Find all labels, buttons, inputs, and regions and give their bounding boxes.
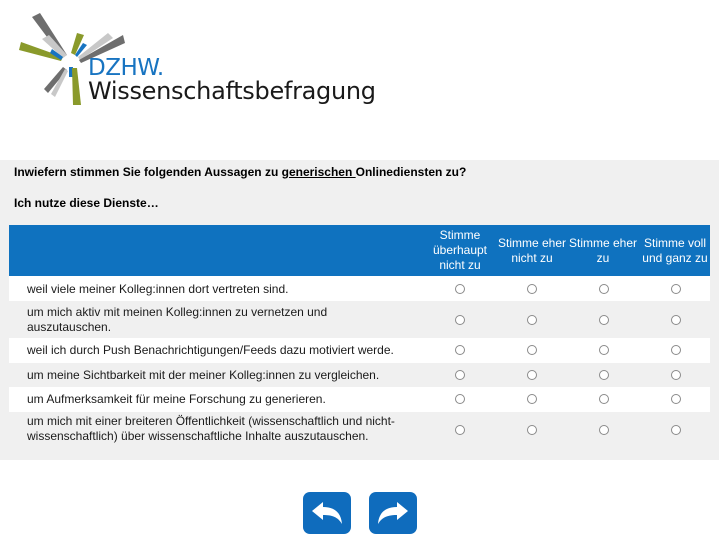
next-button[interactable] <box>369 492 417 534</box>
radio-row2-col1[interactable] <box>455 315 465 325</box>
back-button[interactable] <box>303 492 351 534</box>
radio-row4-col3[interactable] <box>599 370 609 380</box>
radio-row6-col1[interactable] <box>455 425 465 435</box>
matrix-header: Stimme überhaupt nicht zu Stimme eher ni… <box>9 225 710 276</box>
matrix-row: um mich aktiv mit meinen Kolleg:innen zu… <box>9 301 710 338</box>
radio-row5-col1[interactable] <box>455 394 465 404</box>
forward-arrow-icon <box>378 502 408 524</box>
radio-row2-col4[interactable] <box>671 315 681 325</box>
row-statement: um meine Sichtbarkeit mit der meiner Kol… <box>27 368 380 382</box>
radio-row3-col1[interactable] <box>455 345 465 355</box>
radio-row1-col3[interactable] <box>599 284 609 294</box>
logo-brand-text: DZHW. <box>88 55 164 81</box>
column-header-strongly-agree: Stimme voll und ganz zu <box>642 235 708 265</box>
matrix-row: um meine Sichtbarkeit mit der meiner Kol… <box>9 363 710 387</box>
row-statement: weil ich durch Push Benachrichtigungen/F… <box>27 343 394 357</box>
radio-row4-col2[interactable] <box>527 370 537 380</box>
radio-row1-col4[interactable] <box>671 284 681 294</box>
logo-subtitle: Wissenschaftsbefragung <box>88 77 376 105</box>
radio-row5-col4[interactable] <box>671 394 681 404</box>
radio-row5-col2[interactable] <box>527 394 537 404</box>
radio-row4-col4[interactable] <box>671 370 681 380</box>
radio-row3-col2[interactable] <box>527 345 537 355</box>
radio-row6-col2[interactable] <box>527 425 537 435</box>
radio-row6-col3[interactable] <box>599 425 609 435</box>
radio-row5-col3[interactable] <box>599 394 609 404</box>
matrix-row: um mich mit einer breiteren Öffentlichke… <box>9 412 710 452</box>
matrix-row: um Aufmerksamkeit für meine Forschung zu… <box>9 387 710 412</box>
radio-row3-col3[interactable] <box>599 345 609 355</box>
radio-row3-col4[interactable] <box>671 345 681 355</box>
logo-starburst-icon <box>19 13 125 105</box>
row-statement: um mich aktiv mit meinen Kolleg:innen zu… <box>27 305 328 334</box>
dzhw-logo: DZHW. Wissenschaftsbefragung <box>15 5 376 115</box>
column-header-strongly-disagree: Stimme überhaupt nicht zu <box>432 228 488 272</box>
column-header-disagree: Stimme eher nicht zu <box>497 235 567 265</box>
row-statement: um Aufmerksamkeit für meine Forschung zu… <box>27 392 326 406</box>
row-statement: weil viele meiner Kolleg:innen dort vert… <box>27 282 289 296</box>
matrix-row: weil ich durch Push Benachrichtigungen/F… <box>9 338 710 363</box>
radio-row1-col1[interactable] <box>455 284 465 294</box>
back-arrow-icon <box>312 502 342 524</box>
radio-row1-col2[interactable] <box>527 284 537 294</box>
likert-matrix: Stimme überhaupt nicht zu Stimme eher ni… <box>9 225 710 452</box>
radio-row2-col2[interactable] <box>527 315 537 325</box>
radio-row4-col1[interactable] <box>455 370 465 380</box>
radio-row6-col4[interactable] <box>671 425 681 435</box>
radio-row2-col3[interactable] <box>599 315 609 325</box>
question-subtitle: Ich nutze diese Dienste… <box>14 196 159 210</box>
column-header-agree: Stimme eher zu <box>568 235 638 265</box>
row-statement: um mich mit einer breiteren Öffentlichke… <box>27 414 395 443</box>
matrix-row: weil viele meiner Kolleg:innen dort vert… <box>9 276 710 301</box>
question-title: Inwiefern stimmen Sie folgenden Aussagen… <box>14 165 467 179</box>
